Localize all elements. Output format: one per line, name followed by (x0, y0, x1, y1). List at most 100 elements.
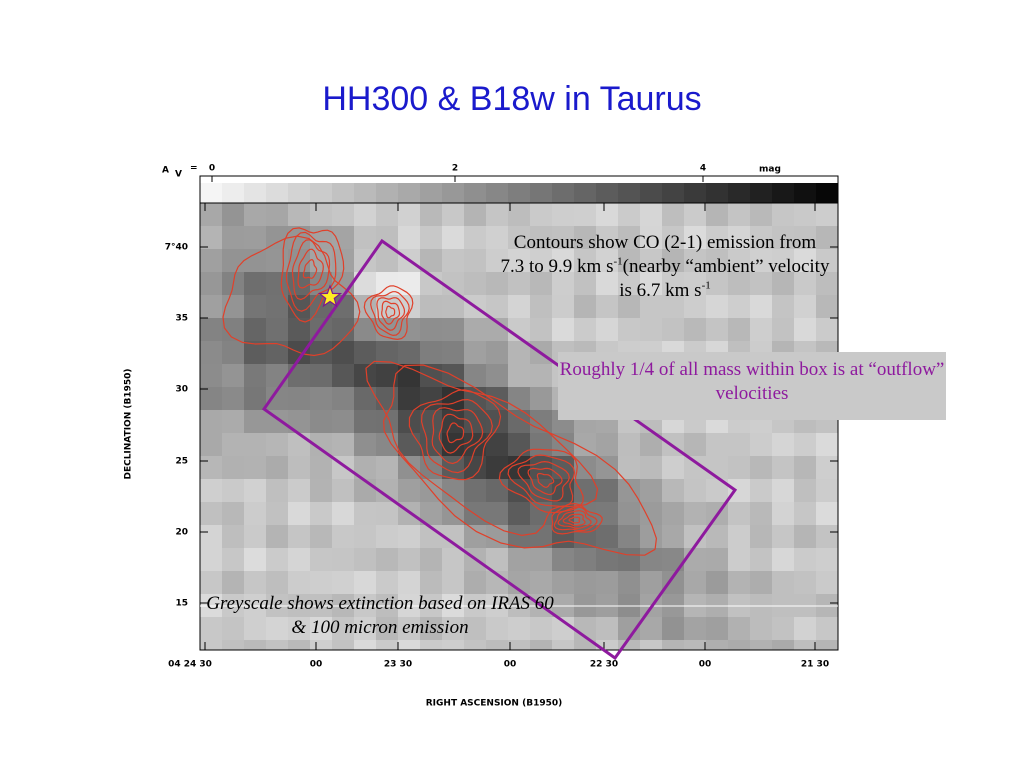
map-pixel (398, 318, 420, 341)
map-pixel (288, 318, 310, 341)
map-pixel (530, 433, 552, 456)
map-pixel (574, 640, 596, 650)
map-pixel (618, 617, 640, 640)
map-pixel (310, 387, 332, 410)
map-pixel (222, 226, 244, 249)
contour (376, 297, 406, 331)
map-pixel (332, 502, 354, 525)
map-pixel (486, 226, 508, 249)
map-pixel (552, 571, 574, 594)
colorbar-cell (684, 183, 706, 203)
map-pixel (332, 548, 354, 571)
map-pixel (728, 548, 750, 571)
map-pixel (728, 433, 750, 456)
colorbar-cell (596, 183, 618, 203)
map-pixel (222, 479, 244, 502)
map-pixel (706, 617, 728, 640)
greyscale-note: Greyscale shows extinction based on IRAS… (206, 593, 554, 638)
map-pixel (310, 525, 332, 548)
map-pixel (816, 226, 838, 249)
map-pixel (530, 249, 552, 272)
map-pixel (508, 272, 530, 295)
map-pixel (552, 433, 574, 456)
map-pixel (266, 617, 288, 640)
map-pixel (244, 295, 266, 318)
map-pixel (816, 525, 838, 548)
map-pixel (684, 226, 706, 249)
map-pixel (508, 249, 530, 272)
contour (551, 502, 603, 535)
map-pixel (706, 226, 728, 249)
map-pixel (596, 456, 618, 479)
source-star (317, 284, 343, 308)
map-pixel (508, 571, 530, 594)
map-pixel (332, 203, 354, 226)
map-pixel (684, 272, 706, 295)
map-pixel (596, 479, 618, 502)
map-pixel (750, 203, 772, 226)
map-pixel (816, 272, 838, 295)
map-pixel (332, 571, 354, 594)
map-pixel (816, 571, 838, 594)
contour (527, 467, 563, 496)
map-pixel (288, 410, 310, 433)
map-pixel (530, 203, 552, 226)
map-pixel (552, 456, 574, 479)
map-pixel (376, 571, 398, 594)
map-pixel (596, 272, 618, 295)
map-pixel (640, 640, 662, 650)
map-pixel (398, 272, 420, 295)
map-pixel (332, 364, 354, 387)
map-pixel (508, 502, 530, 525)
map-pixel (244, 272, 266, 295)
map-pixel (794, 525, 816, 548)
map-pixel (332, 295, 354, 318)
colorbar-cell (244, 183, 266, 203)
map-pixel (200, 341, 222, 364)
map-pixel (508, 203, 530, 226)
map-pixel (398, 617, 420, 640)
map-pixel (266, 525, 288, 548)
map-pixel (750, 433, 772, 456)
map-pixel (266, 433, 288, 456)
map-pixel (750, 640, 772, 650)
map-pixel (486, 502, 508, 525)
map-pixel (772, 456, 794, 479)
map-pixel (772, 525, 794, 548)
x-tick-label: 00 (504, 660, 517, 670)
map-pixel (772, 203, 794, 226)
map-pixel (332, 617, 354, 640)
map-pixel (464, 272, 486, 295)
map-pixel (354, 341, 376, 364)
map-pixel (354, 203, 376, 226)
map-pixel (508, 479, 530, 502)
map-pixel (508, 410, 530, 433)
map-pixel (596, 502, 618, 525)
map-pixel (354, 525, 376, 548)
map-pixel (816, 318, 838, 341)
map-pixel (376, 387, 398, 410)
map-pixel (750, 502, 772, 525)
map-pixel (574, 318, 596, 341)
map-pixel (794, 272, 816, 295)
map-pixel (618, 203, 640, 226)
map-pixel (530, 525, 552, 548)
map-pixel (464, 617, 486, 640)
map-pixel (772, 571, 794, 594)
map-pixel (772, 502, 794, 525)
map-pixel (508, 548, 530, 571)
map-pixel (706, 571, 728, 594)
map-pixel (288, 548, 310, 571)
contour (385, 305, 396, 319)
colorbar-cell (486, 183, 508, 203)
map-pixel (508, 387, 530, 410)
map-pixel (662, 571, 684, 594)
contour (446, 422, 465, 444)
map-pixel (442, 571, 464, 594)
x-tick-label: 23 30 (384, 660, 412, 670)
map-pixel (354, 502, 376, 525)
map-pixel (222, 548, 244, 571)
map-pixel (266, 272, 288, 295)
map-pixel (684, 525, 706, 548)
contour (302, 258, 318, 279)
